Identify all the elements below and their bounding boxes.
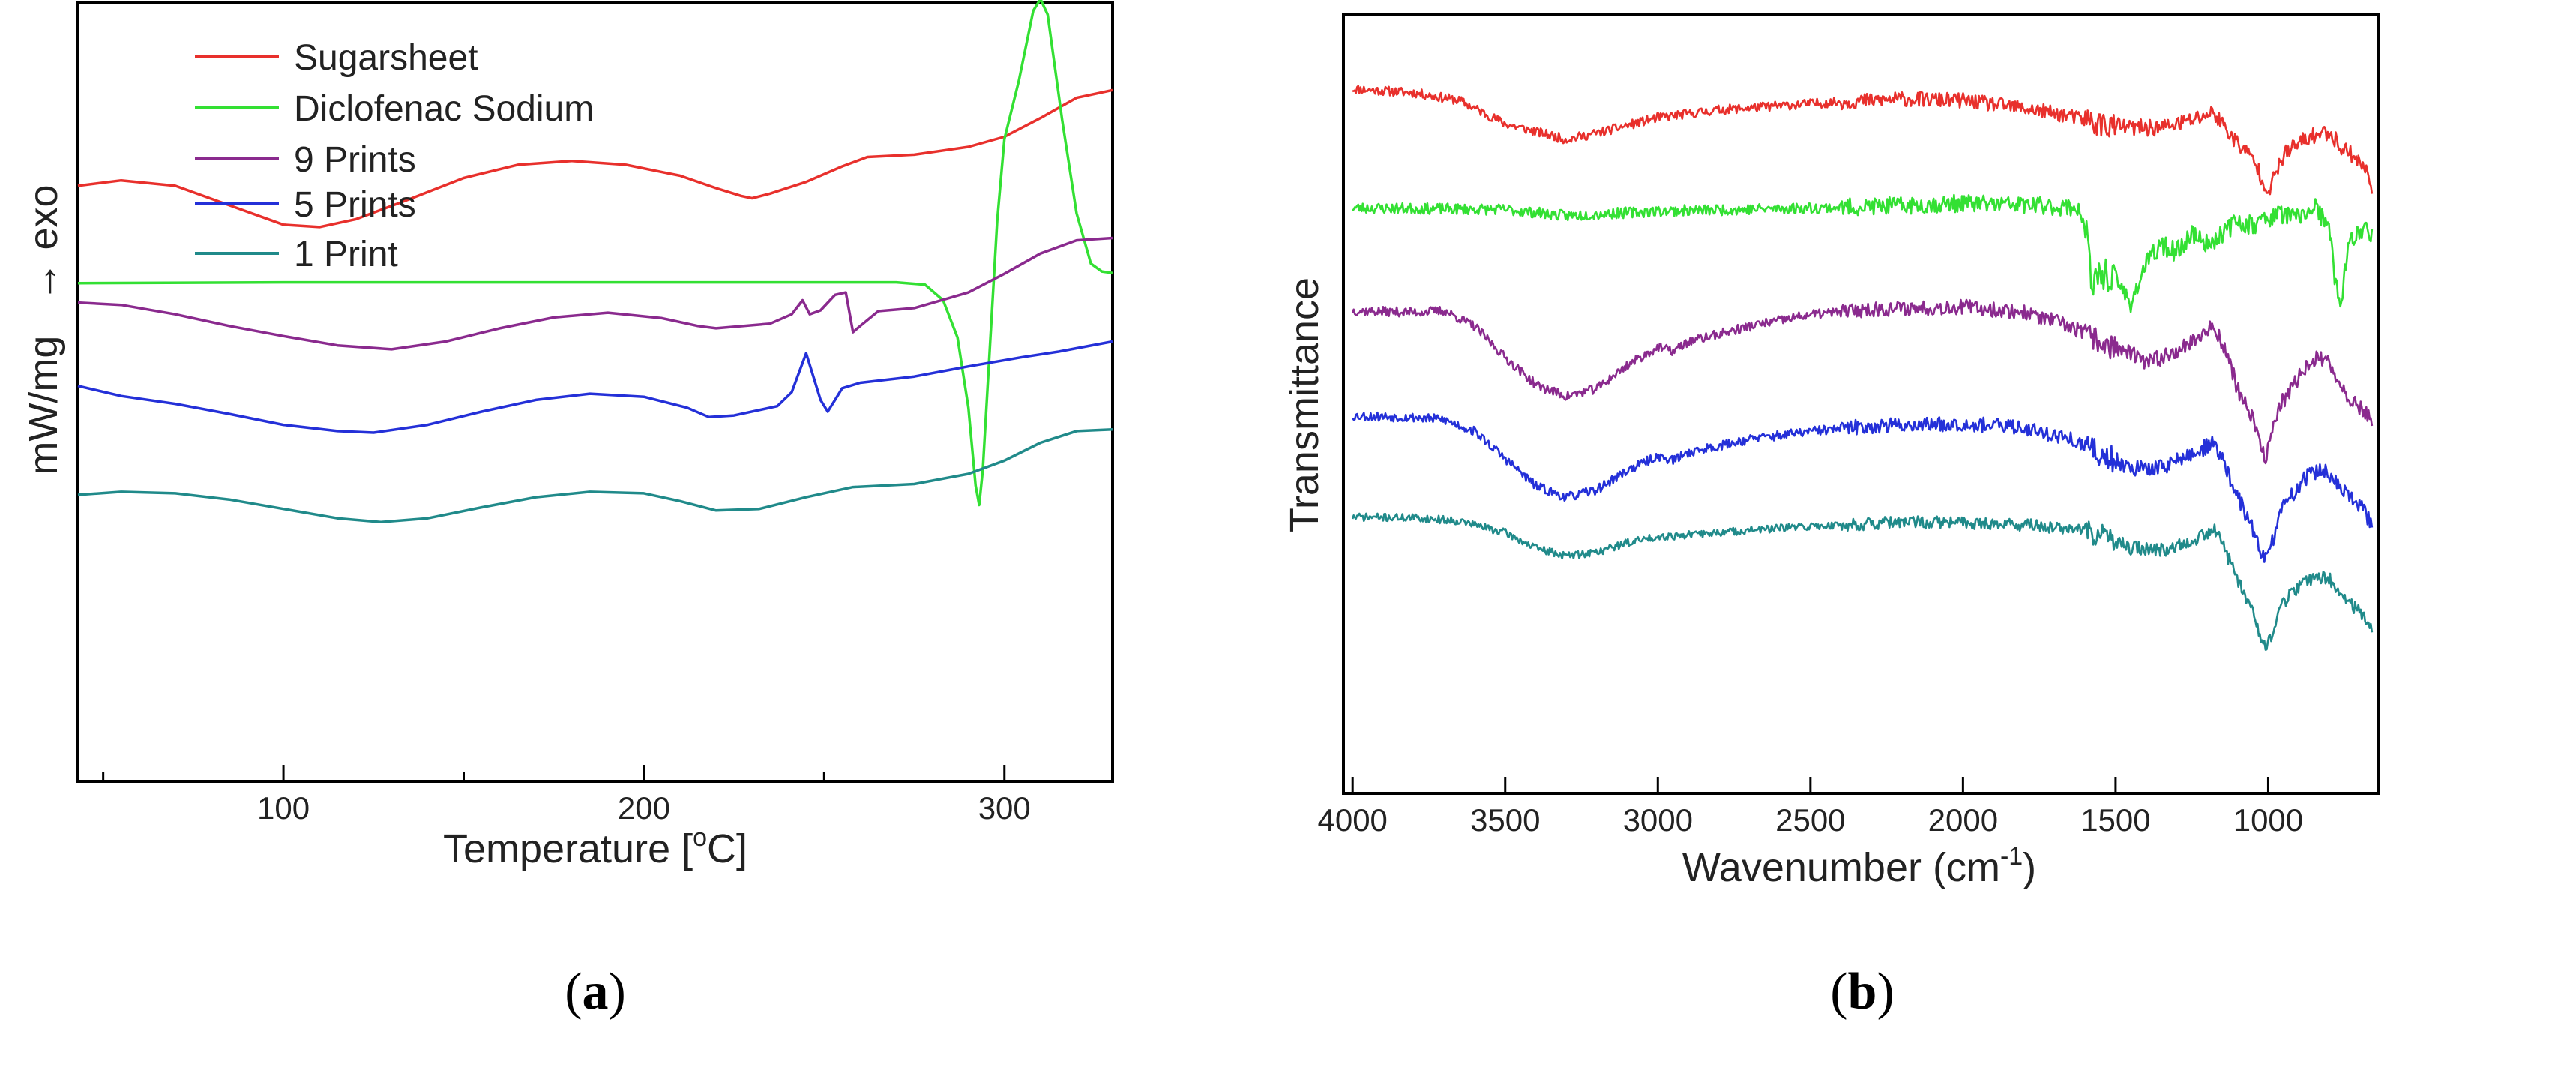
x-tick-label: 100: [257, 790, 310, 826]
legend-label: 1 Print: [294, 235, 398, 274]
panel-b-y-axis-title: Transmittance: [1282, 277, 1327, 532]
legend-entry-sugarsheet: Sugarsheet: [195, 38, 478, 78]
series-line-sugarsheet: [77, 88, 1113, 229]
panel-b: 4000 3500 3000 2500 2000 1500 1000 Wavenumber …: [1282, 13, 2380, 1021]
panel-a-x-axis-title: Temperature [oC]: [443, 823, 747, 871]
panel-b-series-lines: [1351, 85, 2374, 651]
x-tick-label: 1500: [2080, 802, 2150, 838]
legend-label: Sugarsheet: [294, 38, 478, 78]
panel-b-x-ticks: [1351, 777, 2269, 793]
series-line-diclofenac: [1352, 193, 2374, 313]
panel-a-y-axis-title: mW/mg → exo: [21, 184, 66, 475]
panel-b-x-tick-labels: 4000 3500 3000 2500 2000 1500 1000: [1317, 802, 2303, 838]
x-tick-label: 2000: [1928, 802, 1998, 838]
series-line-prints9: [77, 236, 1113, 351]
x-tick-label: 300: [978, 790, 1031, 826]
panel-a-caption-label: (a): [565, 963, 626, 1021]
x-tick-label: 1000: [2233, 802, 2303, 838]
panel-a-series-lines: [77, 0, 1113, 524]
panel-b-x-axis-title: Wavenumber (cm-1): [1682, 842, 2036, 890]
panel-a-plot-frame: [76, 1, 1114, 783]
panel-b-plot-frame: [1342, 13, 2380, 795]
legend-entry-9-prints: 9 Prints: [195, 140, 416, 180]
legend-label: 9 Prints: [294, 140, 416, 180]
panel-a-x-tick-labels: 100 200 300: [257, 790, 1031, 826]
series-line-prints9: [1351, 298, 2374, 465]
legend-label: Diclofenac Sodium: [294, 89, 594, 129]
panel-b-caption-label: (b): [1830, 963, 1895, 1021]
x-tick-label: 2500: [1775, 802, 1845, 838]
legend-entry-diclofenac-sodium: Diclofenac Sodium: [195, 89, 594, 129]
x-tick-label: 3000: [1623, 802, 1693, 838]
x-tick-label: 4000: [1317, 802, 1387, 838]
panel-a-legend: Sugarsheet Diclofenac Sodium 9 Prints 5 …: [195, 38, 594, 274]
x-tick-label: 200: [618, 790, 670, 826]
panel-a: 100 200 300 Sugarsheet Diclofenac Sodium 9…: [21, 0, 1114, 1021]
series-line-prints5: [77, 340, 1113, 434]
panel-a-x-ticks: [102, 765, 1006, 781]
series-line-print1: [1351, 512, 2374, 651]
legend-entry-5-prints: 5 Prints: [195, 185, 416, 225]
series-line-sugarsheet: [1352, 85, 2374, 196]
legend-label: 5 Prints: [294, 185, 416, 225]
series-line-print1: [77, 428, 1113, 524]
series-line-diclofenac: [77, 0, 1113, 507]
legend-entry-1-print: 1 Print: [195, 235, 398, 274]
x-tick-label: 3500: [1470, 802, 1540, 838]
series-line-prints5: [1352, 411, 2374, 563]
